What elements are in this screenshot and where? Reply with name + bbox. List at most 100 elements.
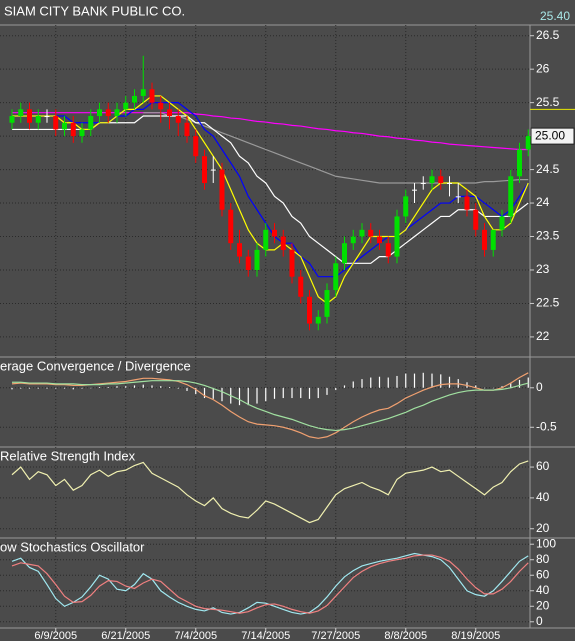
y-tick-label: 26 — [536, 61, 550, 75]
histogram-bar — [378, 376, 381, 388]
candle-body — [18, 109, 24, 117]
histogram-bar — [370, 377, 372, 388]
candle-body — [237, 243, 242, 257]
candle-body — [35, 116, 41, 123]
histogram-bar — [203, 387, 206, 399]
histogram-bar — [396, 375, 398, 388]
histogram-bar — [422, 372, 424, 388]
quote-label: 25.40 — [540, 9, 570, 23]
candle-body — [184, 122, 190, 137]
candle-body — [210, 169, 216, 171]
histogram-bar — [72, 387, 74, 390]
candle-body — [62, 122, 67, 130]
last-price-label: 25.00 — [535, 128, 565, 142]
series-line — [11, 372, 529, 439]
histogram-bar — [475, 385, 477, 388]
y-tick-label: 0 — [536, 380, 543, 394]
histogram-bar — [352, 381, 354, 388]
histogram-bar — [90, 387, 92, 389]
candle-body — [88, 116, 94, 130]
y-tick-label: 40 — [536, 583, 550, 597]
candle-body — [140, 89, 146, 96]
y-tick-label: 23.5 — [536, 229, 560, 243]
y-tick-label: 0 — [536, 614, 543, 628]
candle-body — [167, 109, 172, 117]
candle-body — [105, 109, 111, 117]
x-tick-label: 7/4/2005 — [174, 630, 217, 641]
histogram-bar — [133, 385, 136, 388]
candle-body — [350, 236, 356, 244]
histogram-bar — [518, 379, 521, 388]
y-tick-label: 26.5 — [536, 28, 560, 42]
candle-body — [394, 216, 400, 257]
histogram-bar — [527, 377, 529, 388]
histogram-bar — [317, 387, 319, 399]
series-line — [11, 554, 529, 614]
panel-title: erage Convergence / Divergence — [0, 358, 191, 373]
candle-body — [44, 116, 50, 118]
candle-body — [97, 109, 102, 117]
y-tick-label: 23 — [536, 262, 550, 276]
candle-body — [132, 95, 137, 103]
histogram-bar — [510, 383, 512, 388]
candle-body — [525, 136, 531, 150]
candle-body — [202, 156, 207, 183]
candle-body — [79, 129, 85, 137]
candle-body — [359, 229, 365, 237]
series-line — [11, 460, 529, 524]
candle-body — [473, 209, 479, 230]
candle-body — [289, 249, 295, 277]
candle-body — [315, 316, 321, 324]
histogram-bar — [98, 387, 101, 388]
histogram-bar — [116, 386, 118, 388]
chart-title: SIAM CITY BANK PUBLIC CO. — [4, 3, 185, 18]
candle-body — [429, 176, 435, 183]
histogram-bar — [291, 387, 293, 399]
histogram-bar — [107, 387, 109, 388]
histogram-bar — [151, 385, 153, 388]
y-tick-label: 22 — [536, 329, 550, 343]
histogram-bar — [28, 387, 31, 389]
y-tick-label: 20 — [536, 521, 550, 535]
last-price-box — [530, 127, 575, 145]
histogram-bar — [160, 386, 162, 388]
panel-title: Relative Strength Index — [0, 448, 136, 463]
y-tick-label: 24.5 — [536, 162, 560, 176]
y-tick-label: 22.5 — [536, 296, 560, 310]
histogram-bar — [212, 387, 214, 399]
x-tick-label: 7/27/2005 — [311, 630, 360, 641]
candle-body — [53, 116, 59, 130]
histogram-bar — [37, 387, 39, 389]
histogram-bar — [256, 387, 258, 404]
histogram-bar — [501, 386, 503, 388]
histogram-bar — [55, 387, 57, 389]
candle-body — [420, 182, 426, 184]
histogram-bar — [142, 384, 144, 388]
candle-body — [272, 229, 277, 237]
candle-body — [482, 229, 487, 250]
histogram-bar — [483, 387, 486, 389]
histogram-bar — [387, 377, 389, 388]
histogram-bar — [492, 387, 494, 389]
histogram-bar — [186, 387, 188, 391]
candle-body — [307, 296, 312, 324]
candle-body — [228, 209, 234, 244]
histogram-bar — [177, 387, 179, 389]
candle-body — [280, 236, 286, 250]
histogram-bar — [265, 387, 267, 402]
candle-body — [27, 109, 32, 123]
histogram-bar — [440, 374, 442, 388]
panel-title: ow Stochastics Oscillator — [0, 539, 145, 554]
histogram-bar — [300, 387, 302, 399]
y-tick-label: 100 — [536, 536, 556, 550]
x-tick-label: 8/8/2005 — [384, 630, 427, 641]
candle-body — [438, 176, 444, 183]
candle-body — [377, 236, 382, 244]
candle-body — [517, 149, 522, 177]
candle-body — [490, 229, 496, 250]
candle-body — [333, 263, 339, 291]
histogram-bar — [11, 387, 13, 390]
series-line — [12, 95, 529, 305]
